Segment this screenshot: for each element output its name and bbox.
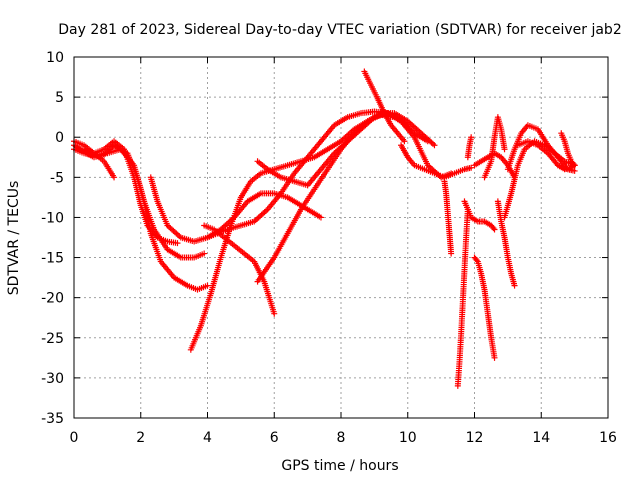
series-arc-y bbox=[554, 162, 578, 173]
series-arc-o bbox=[464, 134, 475, 161]
y-tick-label: 10 bbox=[46, 50, 64, 66]
data-point bbox=[491, 354, 498, 361]
data-point bbox=[431, 142, 438, 149]
data-point bbox=[271, 310, 278, 317]
y-tick-label: -5 bbox=[50, 170, 64, 186]
data-point bbox=[111, 174, 118, 181]
x-tick-label: 10 bbox=[399, 430, 417, 446]
x-tick-label: 16 bbox=[599, 430, 617, 446]
data-point bbox=[468, 134, 475, 141]
x-tick-label: 14 bbox=[532, 430, 550, 446]
y-tick-label: -30 bbox=[41, 371, 64, 387]
x-tick-label: 4 bbox=[203, 430, 212, 446]
marks-layer bbox=[71, 68, 578, 389]
y-tick-label: -15 bbox=[41, 251, 64, 267]
data-point bbox=[401, 138, 408, 145]
data-point bbox=[473, 257, 480, 264]
x-tick-label: 2 bbox=[136, 430, 145, 446]
series-arc-e bbox=[147, 174, 324, 245]
series-arc-m bbox=[441, 178, 455, 257]
y-tick-label: 0 bbox=[55, 130, 64, 146]
series-arc-h bbox=[201, 222, 278, 317]
x-tick-label: 8 bbox=[337, 430, 346, 446]
x-tick-label: 6 bbox=[270, 430, 279, 446]
y-tick-label: -10 bbox=[41, 210, 64, 226]
ticks-layer: 0 2 4 6 8 10 12 14 16 -35 -30 -25 -20 -15 -10 -5 0 5 10 bbox=[41, 50, 617, 446]
y-tick-label: -25 bbox=[41, 331, 64, 347]
y-tick-label: -20 bbox=[41, 291, 64, 307]
x-axis-title: GPS time / hours bbox=[281, 458, 398, 474]
y-tick-label: 5 bbox=[55, 90, 64, 106]
data-point bbox=[204, 282, 211, 289]
series-arc-j bbox=[254, 110, 438, 285]
series-arc-d bbox=[81, 146, 118, 181]
data-point bbox=[448, 250, 455, 257]
chart-title: Day 281 of 2023, Sidereal Day-to-day VTE… bbox=[58, 22, 621, 38]
data-point bbox=[468, 164, 475, 171]
data-point bbox=[511, 282, 518, 289]
data-point bbox=[491, 226, 498, 233]
x-tick-label: 12 bbox=[466, 430, 484, 446]
data-point bbox=[317, 214, 324, 221]
series-arc-t bbox=[494, 198, 518, 289]
data-point bbox=[571, 162, 578, 169]
y-tick-label: -35 bbox=[41, 411, 64, 427]
series-arc-l bbox=[398, 142, 475, 181]
series-arc-s bbox=[481, 114, 508, 181]
grid-layer bbox=[74, 57, 608, 418]
series-arc-q bbox=[471, 254, 498, 361]
series-arc-p bbox=[461, 198, 498, 233]
data-point bbox=[490, 225, 497, 232]
series-arc-n bbox=[454, 206, 471, 389]
data-point bbox=[174, 240, 181, 247]
data-point bbox=[201, 250, 208, 257]
data-point bbox=[501, 146, 508, 153]
y-axis-title: SDTVAR / TECUs bbox=[6, 181, 22, 296]
series-arc-k bbox=[361, 68, 408, 145]
data-point bbox=[571, 167, 578, 174]
series-arc-x bbox=[558, 130, 578, 169]
series-arc-i bbox=[254, 110, 455, 189]
series-arc-c bbox=[71, 138, 181, 247]
x-tick-label: 0 bbox=[70, 430, 79, 446]
